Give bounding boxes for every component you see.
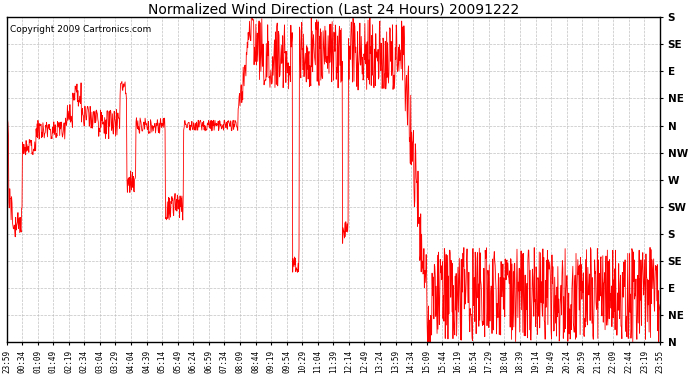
Title: Normalized Wind Direction (Last 24 Hours) 20091222: Normalized Wind Direction (Last 24 Hours… bbox=[148, 2, 519, 16]
Text: Copyright 2009 Cartronics.com: Copyright 2009 Cartronics.com bbox=[10, 26, 151, 34]
